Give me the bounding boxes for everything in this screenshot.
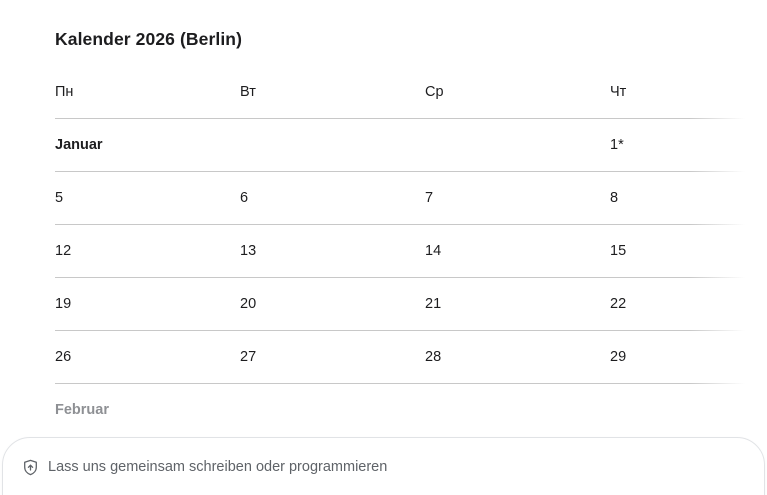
calendar-cell: 21 bbox=[425, 296, 442, 312]
calendar-cell: 19 bbox=[55, 296, 72, 312]
calendar-cell: 1* bbox=[610, 137, 624, 153]
calendar-table: Пн Вт Ср Чт Januar 1* 5 6 7 8 12 13 14 1… bbox=[55, 66, 745, 436]
row-divider bbox=[55, 277, 745, 278]
calendar-cell: 8 bbox=[610, 190, 619, 206]
chat-input-inner: Lass uns gemeinsam schreiben oder progra… bbox=[3, 438, 764, 476]
calendar-cell: 28 bbox=[425, 349, 442, 365]
calendar-cell: 14 bbox=[425, 243, 442, 259]
row-divider bbox=[55, 383, 745, 384]
column-header-thu: Чт bbox=[610, 84, 627, 100]
table-header-row: Пн Вт Ср Чт bbox=[55, 66, 745, 118]
table-row-week4: 19 20 21 22 bbox=[55, 278, 745, 330]
calendar-cell: 13 bbox=[240, 243, 257, 259]
calendar-cell: 5 bbox=[55, 190, 64, 206]
page-title: Kalender 2026 (Berlin) bbox=[55, 29, 242, 49]
column-header-mon: Пн bbox=[55, 84, 74, 100]
row-divider bbox=[55, 171, 745, 172]
row-divider bbox=[55, 330, 745, 331]
calendar-cell: 29 bbox=[610, 349, 627, 365]
table-row-week5: 26 27 28 29 bbox=[55, 331, 745, 383]
calendar-cell: 7 bbox=[425, 190, 434, 206]
chat-input-placeholder: Lass uns gemeinsam schreiben oder progra… bbox=[48, 459, 388, 476]
table-row-februar: Februar bbox=[55, 384, 745, 436]
calendar-cell: 6 bbox=[240, 190, 249, 206]
calendar-cell: 27 bbox=[240, 349, 257, 365]
chat-input-bar[interactable]: Lass uns gemeinsam schreiben oder progra… bbox=[2, 437, 765, 495]
calendar-cell: 22 bbox=[610, 296, 627, 312]
column-header-tue: Вт bbox=[240, 84, 256, 100]
calendar-cell: 20 bbox=[240, 296, 257, 312]
table-row-week2: 5 6 7 8 bbox=[55, 172, 745, 224]
table-row-januar: Januar 1* bbox=[55, 119, 745, 171]
row-divider bbox=[55, 118, 745, 119]
table-row-week3: 12 13 14 15 bbox=[55, 225, 745, 277]
month-label-februar: Februar bbox=[55, 402, 109, 418]
column-header-wed: Ср bbox=[425, 84, 444, 100]
row-divider bbox=[55, 224, 745, 225]
calendar-cell: 12 bbox=[55, 243, 72, 259]
calendar-cell: 15 bbox=[610, 243, 627, 259]
shield-arrow-icon bbox=[22, 459, 39, 476]
month-label-januar: Januar bbox=[55, 137, 103, 153]
calendar-cell: 26 bbox=[55, 349, 72, 365]
